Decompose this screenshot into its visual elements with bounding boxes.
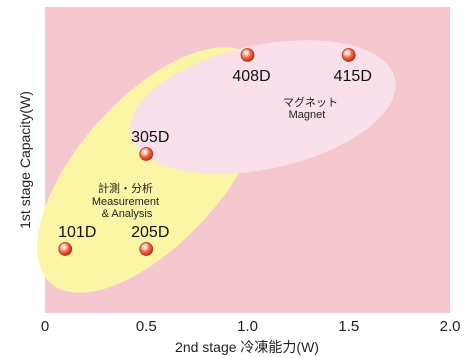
- data-point-label: 205D: [131, 224, 169, 241]
- y-axis-label: 1st stage Capacity(W): [17, 91, 33, 229]
- data-point: 101D: [58, 224, 96, 256]
- x-tick-label: 1.0: [237, 318, 258, 335]
- data-point-label: 408D: [232, 68, 270, 85]
- data-point-marker: [58, 242, 73, 256]
- region-label-measurement-line: Measurement: [92, 196, 159, 208]
- data-point-label: 101D: [58, 224, 96, 241]
- data-point-label: 415D: [334, 68, 372, 85]
- data-point-marker: [139, 147, 154, 161]
- regions: [37, 40, 396, 293]
- data-point-marker: [139, 242, 154, 256]
- region-label-magnet: マグネット Magnet: [283, 95, 341, 121]
- region-magnet: [130, 40, 396, 174]
- data-point-marker: [240, 48, 255, 62]
- data-point: 205D: [131, 224, 169, 256]
- region-labels: 計測・分析 Measurement & Analysis マグネット Magne…: [92, 95, 341, 220]
- data-points: 101D 205D 305D 408D 415D: [58, 48, 372, 256]
- region-label-measurement: 計測・分析 Measurement & Analysis: [92, 181, 162, 220]
- x-tick-label: 2.0: [440, 318, 461, 335]
- data-point: 415D: [334, 48, 372, 85]
- region-label-measurement-line: 計測・分析: [98, 181, 153, 195]
- x-axis-label: 2nd stage 冷凍能力(W): [175, 339, 319, 355]
- data-point: 408D: [232, 48, 271, 85]
- region-label-magnet-line: Magnet: [289, 109, 326, 121]
- data-point-marker: [341, 48, 356, 62]
- x-tick-label: 0.5: [136, 318, 157, 335]
- region-label-magnet-line: マグネット: [283, 95, 338, 109]
- x-axis-ticks: 0 0.5 1.0 1.5 2.0: [41, 318, 461, 335]
- x-tick-label: 1.5: [338, 318, 359, 335]
- region-label-measurement-line: & Analysis: [102, 208, 153, 220]
- x-tick-label: 0: [41, 318, 49, 335]
- data-point-label: 305D: [131, 129, 169, 146]
- data-point: 305D: [131, 129, 169, 161]
